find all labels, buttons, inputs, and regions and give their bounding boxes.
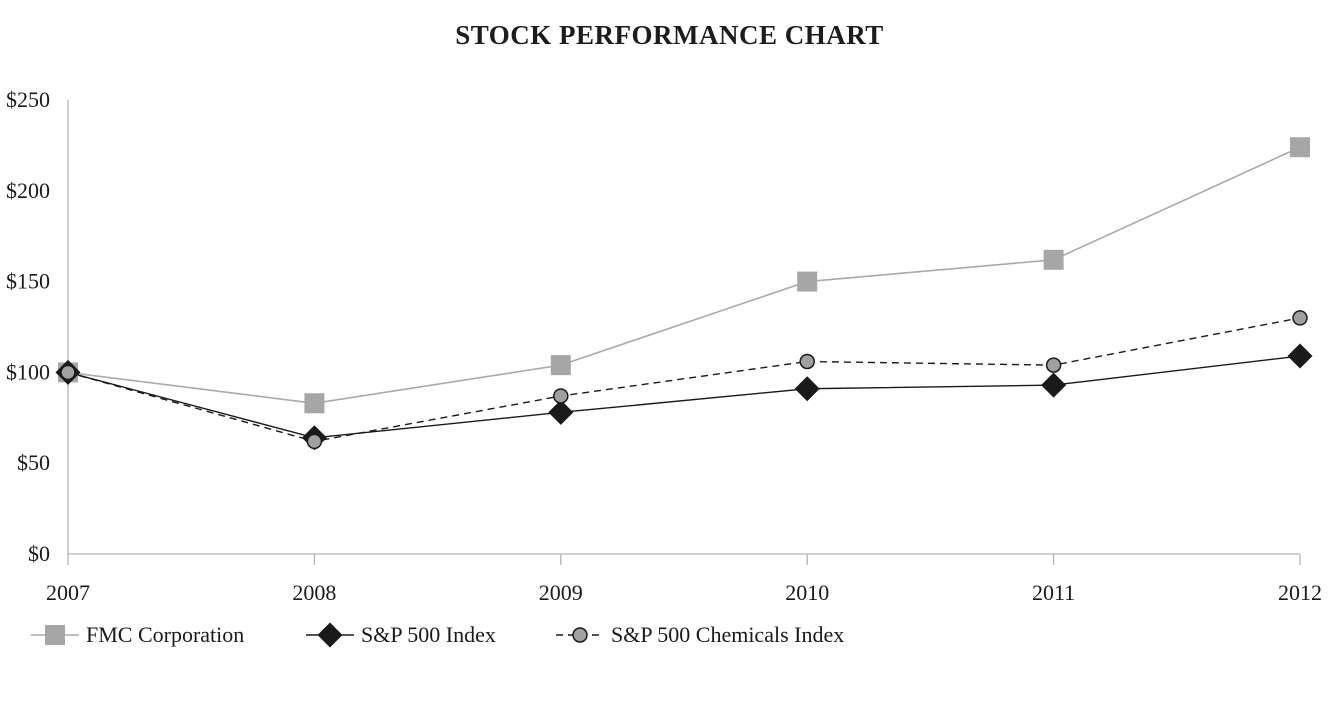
legend-marker-s-p-500-chemicals-index	[572, 627, 588, 643]
s-p-500-chemicals-index-marker-2012	[1292, 310, 1308, 326]
s-p-500-index-marker-2011	[1041, 372, 1067, 398]
s-p-500-chemicals-index-marker-2010	[799, 353, 815, 370]
s-p-500-index-marker-2012	[1287, 343, 1313, 369]
y-axis-label-1: $50	[17, 450, 50, 475]
square-marker-icon	[31, 625, 79, 645]
s-p-500-chemicals-index-marker-2008	[306, 433, 323, 450]
x-axis-label-2007: 2007	[46, 580, 90, 605]
legend-item-sp500-chemicals-index: S&P 500 Chemicals Index	[556, 620, 844, 650]
legend-marker-s-p-500-index	[317, 622, 343, 648]
y-axis-label-4: $200	[6, 178, 50, 203]
y-axis-label-0: $0	[28, 541, 50, 566]
legend-item-fmc-corporation: FMC Corporation	[31, 620, 244, 650]
series-line-s-p-500-chemicals-index	[67, 317, 1301, 443]
fmc-corporation-marker-2010	[797, 271, 818, 292]
x-axis-label-2009: 2009	[539, 580, 583, 605]
x-axis-label-2012: 2012	[1278, 580, 1322, 605]
fmc-corporation-marker-2011	[1043, 249, 1064, 270]
x-axis-label-2008: 2008	[292, 580, 336, 605]
legend-marker-fmc-corporation	[45, 625, 65, 645]
legend-label-fmc-corporation: FMC Corporation	[86, 622, 245, 647]
fmc-corporation-marker-2012	[1290, 137, 1310, 158]
chart-title: STOCK PERFORMANCE CHART	[455, 20, 884, 50]
chart-legend: FMC Corporation S&P 500 Index S&P 500 Ch…	[0, 620, 1339, 650]
s-p-500-chemicals-index-marker-2009	[553, 388, 569, 404]
circle-marker-icon	[556, 627, 604, 643]
s-p-500-chemicals-index-marker-2011	[1045, 357, 1062, 373]
y-axis-label-5: $250	[6, 87, 50, 112]
series-line-fmc-corporation	[67, 146, 1301, 405]
legend-item-sp500-index: S&P 500 Index	[306, 620, 496, 650]
fmc-corporation-marker-2009	[550, 355, 571, 376]
s-p-500-index-marker-2010	[794, 376, 820, 402]
x-axis-label-2010: 2010	[785, 580, 829, 605]
legend-label-sp500-index: S&P 500 Index	[361, 622, 496, 647]
y-axis-label-2: $100	[6, 359, 50, 384]
x-axis-label-2011: 2011	[1032, 580, 1075, 605]
legend-label-sp500-chemicals-index: S&P 500 Chemicals Index	[611, 622, 845, 647]
y-axis-label-3: $150	[6, 269, 50, 294]
diamond-marker-icon	[306, 622, 354, 648]
s-p-500-chemicals-index-marker-2007	[60, 364, 76, 381]
s-p-500-index-marker-2009	[548, 399, 574, 425]
fmc-corporation-marker-2008	[304, 393, 325, 414]
series-line-s-p-500-index	[67, 355, 1301, 439]
